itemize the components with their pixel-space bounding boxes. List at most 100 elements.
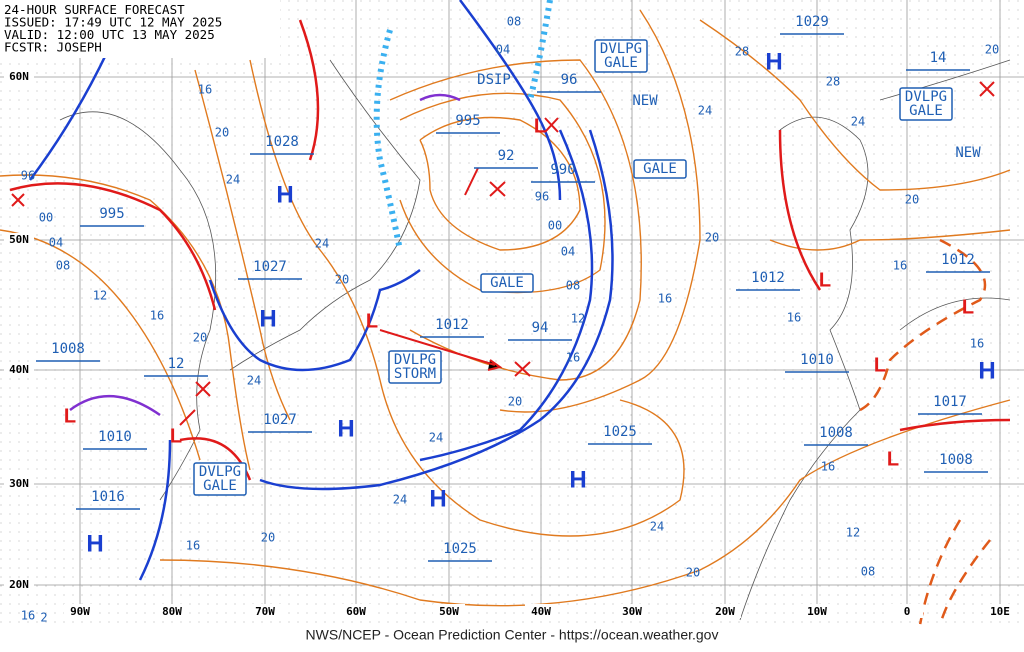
lat-label-bg [4, 363, 34, 377]
lon-label: 40W [531, 605, 551, 618]
low-center: L [366, 310, 378, 332]
pressure-label: 995 [455, 113, 480, 129]
lon-label: 20W [715, 605, 735, 618]
pressure-label: 1008 [819, 425, 853, 441]
isobar-label: 12 [93, 289, 107, 303]
pressure-label: 990 [550, 162, 575, 178]
note: NEW [632, 93, 658, 109]
lon-label: 0 [904, 605, 911, 618]
warning-text: DVLPG [394, 352, 436, 368]
pressure-label: 96 [561, 72, 578, 88]
isobar-label: 2 [40, 611, 47, 625]
lat-label: 50N [9, 233, 29, 246]
isobar-label: 16 [787, 311, 801, 325]
low-center: L [534, 115, 546, 137]
fronts [9, 0, 1011, 626]
isobar-label: 24 [226, 173, 240, 187]
isobar-label: 20 [705, 231, 719, 245]
lon-label-bg [984, 604, 1016, 618]
high-center: H [765, 48, 782, 75]
warning-box [480, 273, 534, 293]
isobar-label: 16 [658, 292, 672, 306]
isobar-label: 20 [215, 126, 229, 140]
lon-label: 10E [990, 605, 1010, 618]
pressure-label: 1016 [91, 489, 125, 505]
isobar-label: 16 [970, 337, 984, 351]
isobar-label: 24 [429, 431, 443, 445]
isobar-label: 96 [535, 190, 549, 204]
high-center: H [259, 305, 276, 332]
low-center: L [874, 354, 886, 376]
lon-label-bg [249, 604, 281, 618]
isobar-label: 20 [686, 566, 700, 580]
isobar-label: 04 [561, 245, 575, 259]
isobar-label: 20 [193, 331, 207, 345]
warning-box [594, 39, 648, 73]
high-center: H [337, 415, 354, 442]
pressure-label: 1029 [795, 14, 829, 30]
lat-label: 60N [9, 70, 29, 83]
footer: NWS/NCEP - Ocean Prediction Center - htt… [306, 627, 719, 643]
warning-text: GALE [643, 161, 677, 177]
pressure-label: 1025 [443, 541, 477, 557]
pressure-label: 1027 [263, 412, 297, 428]
isobar-label: 12 [846, 526, 860, 540]
lon-label-bg [891, 604, 923, 618]
warning-text: DVLPG [905, 89, 947, 105]
lon-label-bg [433, 604, 465, 618]
isobar-label: 20 [985, 43, 999, 57]
pressure-label: 1010 [98, 429, 132, 445]
isobar-label: 12 [571, 312, 585, 326]
high-center: H [86, 530, 103, 557]
pressure-label: 1012 [751, 270, 785, 286]
isobar-label: 16 [198, 83, 212, 97]
isobar-label: 28 [735, 45, 749, 59]
isobar-label: 20 [905, 193, 919, 207]
warning-text: GALE [909, 103, 943, 119]
lat-label: 30N [9, 477, 29, 490]
pressure-label: 1008 [939, 452, 973, 468]
pressure-label: 1017 [933, 394, 967, 410]
low-center: L [170, 425, 182, 447]
map-bg [0, 0, 1024, 625]
isobar-label: 00 [39, 211, 53, 225]
warning-text: GALE [203, 478, 237, 494]
pressure-label: 995 [99, 206, 124, 222]
arrows [11, 81, 995, 426]
header-line: VALID: 12:00 UTC 13 MAY 2025 [4, 27, 215, 42]
lon-label-bg [616, 604, 648, 618]
warning-box [193, 462, 247, 496]
header-line: FCSTR: JOSEPH [4, 40, 102, 55]
lon-label: 30W [622, 605, 642, 618]
header-box [0, 0, 280, 58]
isobar-label: 96 [21, 169, 35, 183]
isobar-label: 16 [821, 460, 835, 474]
isobar-label: 24 [698, 104, 712, 118]
lat-label-bg [4, 477, 34, 491]
isobar-label: 16 [566, 351, 580, 365]
pressure-label: 1012 [435, 317, 469, 333]
lon-label-bg [64, 604, 96, 618]
pressure-label: 1010 [800, 352, 834, 368]
high-center: H [569, 466, 586, 493]
pressure-label: 1012 [941, 252, 975, 268]
warning-text: DVLPG [600, 41, 642, 57]
high-center: H [429, 485, 446, 512]
note: NEW [955, 145, 981, 161]
lon-label: 10W [807, 605, 827, 618]
lon-label: 60W [346, 605, 366, 618]
warning-box [899, 87, 953, 121]
isobar-label: 04 [496, 43, 510, 57]
isobar-label: 16 [150, 309, 164, 323]
lon-label: 50W [439, 605, 459, 618]
note: DSIP [477, 72, 511, 88]
pressure-label: 14 [930, 50, 947, 66]
warning-text: DVLPG [199, 464, 241, 480]
pressure-label: 1027 [253, 259, 287, 275]
lon-label: 70W [255, 605, 275, 618]
lon-label: 80W [162, 605, 182, 618]
pressure-label: 1025 [603, 424, 637, 440]
lon-label: 90W [70, 605, 90, 618]
